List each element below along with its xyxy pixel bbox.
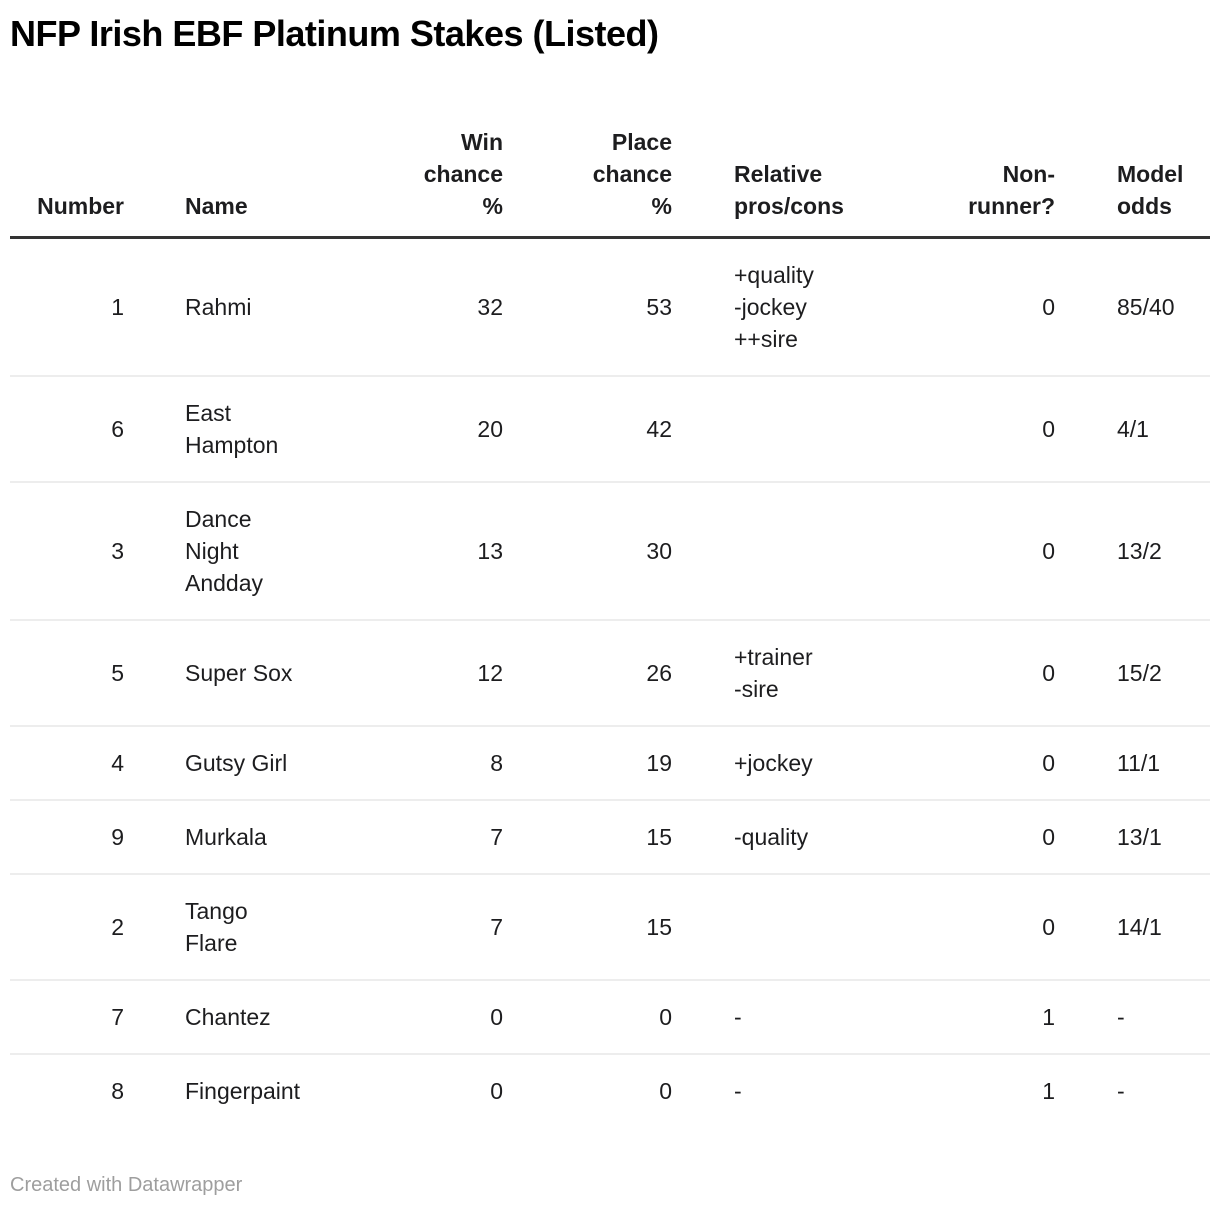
cell-non-runner: 1 [960, 980, 1055, 1055]
cell-number: 3 [10, 482, 124, 621]
cell-non-runner: 0 [960, 726, 1055, 801]
cell-model-odds: 4/1 [1055, 376, 1210, 483]
cell-model-odds: - [1117, 1078, 1125, 1104]
cell-model-odds: 13/1 [1055, 800, 1210, 875]
cell-non-runner: 0 [960, 482, 1055, 621]
cell-win-chance: 8 [345, 726, 503, 801]
cell-pros-cons: - [672, 980, 960, 1055]
cell-place-chance: 0 [503, 980, 672, 1055]
page-title: NFP Irish EBF Platinum Stakes (Listed) [10, 13, 659, 54]
cell-pros-cons [672, 874, 960, 981]
cell-win-chance: 13 [345, 482, 503, 621]
column-header-pros-cons: Relative pros/cons [672, 76, 960, 239]
column-header-win-chance: Win chance % [345, 76, 503, 239]
cell-win-chance: 20 [345, 376, 503, 483]
cell-place-chance: 42 [503, 376, 672, 483]
cell-name: Rahmi [124, 237, 345, 377]
cell-name: Gutsy Girl [124, 726, 345, 801]
cell-non-runner: 0 [960, 376, 1055, 483]
table-row: 8 Fingerpaint 0 0 - 1 - [10, 1054, 1210, 1127]
cell-place-chance: 19 [503, 726, 672, 801]
cell-pros-cons: +trainer -sire [672, 620, 960, 727]
cell-number: 8 [111, 1078, 124, 1104]
cell-win-chance: 7 [345, 874, 503, 981]
table-row: 2 Tango Flare 7 15 0 14/1 [10, 874, 1210, 981]
column-header-name: Name [124, 76, 345, 239]
cell-non-runner: 1 [1042, 1078, 1055, 1104]
cell-model-odds: 13/2 [1055, 482, 1210, 621]
cell-name: Fingerpaint [185, 1078, 301, 1104]
table-row: 4 Gutsy Girl 8 19 +jockey 0 11/1 [10, 726, 1210, 801]
cell-name: Tango Flare [124, 874, 345, 981]
cell-non-runner: 0 [960, 620, 1055, 727]
cell-name: Super Sox [124, 620, 345, 727]
table-body: 1 Rahmi 32 53 +quality -jockey ++sire 0 … [10, 237, 1210, 1128]
cell-pros-cons: +quality -jockey ++sire [672, 237, 960, 377]
column-header-number: Number [10, 76, 124, 239]
cell-name: East Hampton [124, 376, 345, 483]
cell-model-odds: 85/40 [1055, 237, 1210, 377]
cell-model-odds: 11/1 [1055, 726, 1210, 801]
cell-win-chance: 32 [345, 237, 503, 377]
cell-number: 5 [10, 620, 124, 727]
cell-number: 7 [10, 980, 124, 1055]
table-row: 1 Rahmi 32 53 +quality -jockey ++sire 0 … [10, 237, 1210, 377]
header-row: Number Name Win chance % Place chance % … [10, 76, 1210, 239]
cell-place-chance: 26 [503, 620, 672, 727]
table-row: 3 Dance Night Andday 13 30 0 13/2 [10, 482, 1210, 621]
cell-number: 1 [10, 237, 124, 377]
cell-number: 4 [10, 726, 124, 801]
horses-table: Number Name Win chance % Place chance % … [10, 76, 1210, 1127]
table-row: 9 Murkala 7 15 -quality 0 13/1 [10, 800, 1210, 875]
cell-win-chance: 7 [345, 800, 503, 875]
cell-non-runner: 0 [960, 874, 1055, 981]
cell-place-chance: 0 [659, 1078, 672, 1104]
cell-pros-cons [672, 376, 960, 483]
cell-place-chance: 15 [503, 874, 672, 981]
cell-name: Chantez [124, 980, 345, 1055]
datawrapper-table-embed: NFP Irish EBF Platinum Stakes (Listed) N… [0, 12, 1220, 1197]
cell-non-runner: 0 [960, 237, 1055, 377]
column-header-model-odds: Model odds [1055, 76, 1210, 239]
cell-place-chance: 15 [503, 800, 672, 875]
cell-name: Murkala [124, 800, 345, 875]
table-row: 5 Super Sox 12 26 +trainer -sire 0 15/2 [10, 620, 1210, 727]
cell-place-chance: 53 [503, 237, 672, 377]
cell-place-chance: 30 [503, 482, 672, 621]
cell-pros-cons [672, 482, 960, 621]
table-row: 7 Chantez 0 0 - 1 - [10, 980, 1210, 1055]
cell-number: 6 [10, 376, 124, 483]
cell-model-odds: 15/2 [1055, 620, 1210, 727]
cell-model-odds: 14/1 [1055, 874, 1210, 981]
cell-pros-cons: -quality [672, 800, 960, 875]
cell-number: 9 [10, 800, 124, 875]
column-header-non-runner: Non- runner? [960, 76, 1055, 239]
table-header: Number Name Win chance % Place chance % … [10, 76, 1210, 239]
cell-number: 2 [10, 874, 124, 981]
cell-model-odds: - [1055, 980, 1210, 1055]
cell-pros-cons: +jockey [672, 726, 960, 801]
cell-win-chance: 12 [345, 620, 503, 727]
cell-pros-cons: - [734, 1078, 742, 1104]
column-header-place-chance: Place chance % [503, 76, 672, 239]
attribution: Created with Datawrapper [10, 1174, 243, 1196]
cell-win-chance: 0 [490, 1078, 503, 1104]
table-row: 6 East Hampton 20 42 0 4/1 [10, 376, 1210, 483]
cell-non-runner: 0 [960, 800, 1055, 875]
cell-win-chance: 0 [345, 980, 503, 1055]
cell-name: Dance Night Andday [124, 482, 345, 621]
